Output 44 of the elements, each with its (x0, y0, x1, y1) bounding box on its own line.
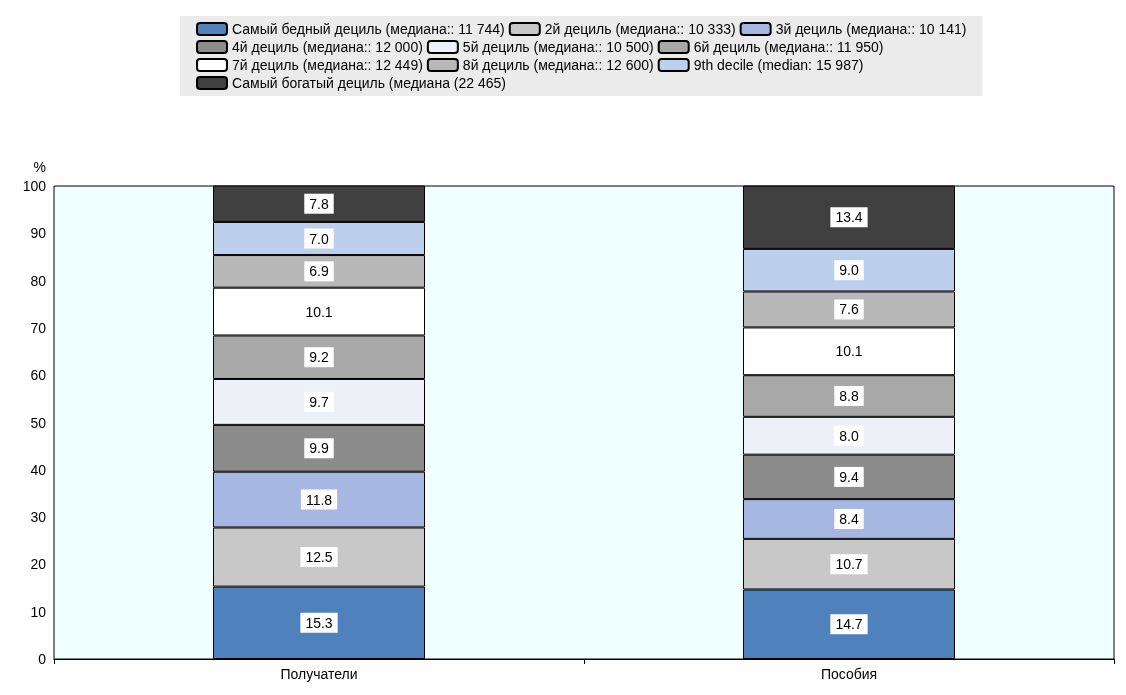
data-label: 10.1 (305, 303, 333, 320)
legend-label: 8й дециль (медиана:: 12 600) (462, 57, 654, 73)
x-tick-label: Получатели (280, 666, 358, 682)
legend-label: 5й дециль (медиана:: 10 500) (462, 39, 654, 55)
data-label: 7.0 (309, 230, 329, 247)
data-label: 7.6 (839, 301, 859, 318)
data-label: 12.5 (305, 549, 333, 566)
x-tick-label: Пособия (820, 666, 878, 682)
y-tick-label: 10 (30, 603, 47, 620)
data-label: 9.0 (839, 262, 859, 279)
legend-label: Самый богатый дециль (медиана (22 465) (232, 75, 506, 91)
legend-label: 9th decile (median: 15 987) (693, 57, 864, 73)
y-tick-label: 30 (30, 509, 47, 526)
legend-label: 7й дециль (медиана:: 12 449) (232, 57, 423, 73)
y-tick-label: 40 (30, 461, 47, 478)
data-label: 9.2 (309, 349, 329, 366)
data-label: 9.4 (839, 468, 859, 485)
data-label: 7.8 (309, 195, 329, 212)
y-axis-title: % (33, 159, 46, 175)
y-tick-label: 60 (30, 367, 47, 384)
data-label: 9.9 (309, 440, 329, 457)
y-tick-label: 80 (30, 272, 47, 289)
legend-label: 3й дециль (медиана:: 10 141) (775, 21, 967, 37)
data-label: 10.1 (835, 343, 863, 360)
legend-label: 6й дециль (медиана:: 11 950) (693, 39, 884, 55)
data-label: 15.3 (305, 614, 333, 631)
data-label: 14.7 (835, 616, 863, 633)
legend-label: Самый бедный дециль (медиана:: 11 744) (232, 21, 505, 37)
y-tick-label: 50 (30, 414, 47, 431)
y-tick-label: 70 (30, 319, 47, 336)
data-label: 6.9 (309, 263, 329, 280)
data-label: 9.7 (309, 393, 329, 410)
data-label: 8.8 (839, 388, 859, 405)
data-label: 8.4 (839, 510, 859, 527)
y-tick-label: 90 (30, 225, 47, 242)
y-tick-label: 100 (22, 178, 47, 194)
data-label: 10.7 (835, 556, 863, 573)
data-label: 13.4 (835, 209, 863, 226)
y-tick-label: 0 (38, 651, 47, 667)
data-label: 8.0 (839, 427, 859, 444)
legend-label: 2й дециль (медиана:: 10 333) (544, 21, 736, 37)
legend-label: 4й дециль (медиана:: 12 000) (232, 39, 423, 55)
y-tick-label: 20 (30, 556, 47, 573)
data-label: 11.8 (305, 491, 333, 508)
